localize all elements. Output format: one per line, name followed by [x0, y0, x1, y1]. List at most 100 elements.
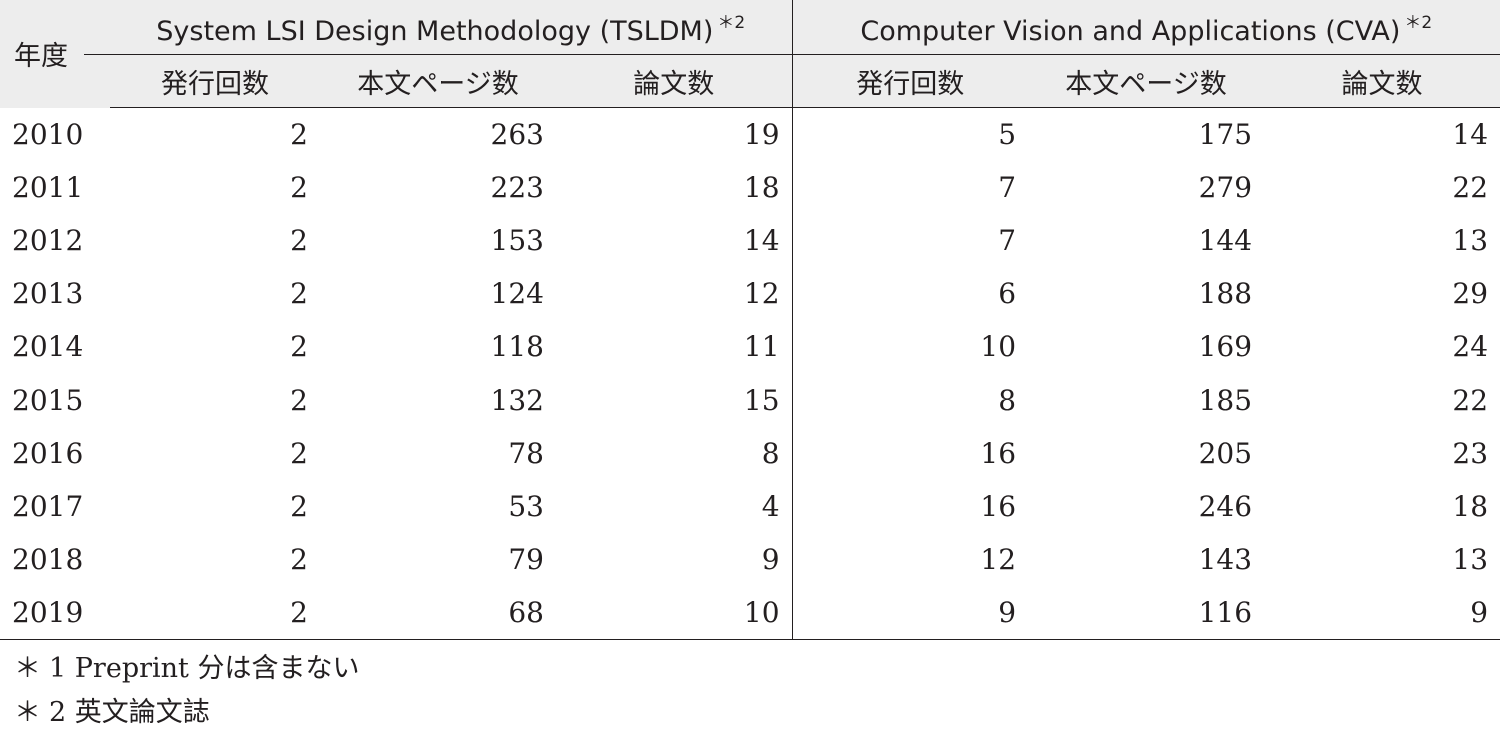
table-row: 2019 2 68 10 9 116 9: [0, 585, 1500, 640]
footnote-1-text: 1 Preprint 分は含まない: [49, 653, 360, 684]
tsldm-pages-cell: 53: [508, 489, 544, 523]
footnote-2-text: 2 英文論文誌: [49, 697, 210, 728]
year-cell: 2018: [12, 542, 84, 576]
year-header-rule: [84, 54, 110, 55]
footnote-1: ＊ 1 Preprint 分は含まない: [14, 646, 359, 685]
cva-issues-cell: 9: [792, 585, 1029, 640]
tsldm-pages-cell: 263: [490, 118, 544, 152]
tsldm-issues-cell: 2: [290, 542, 308, 576]
tsldm-pages-cell: 124: [490, 277, 544, 311]
tsldm-issues-cell: 2: [290, 330, 308, 364]
tsldm-issues-cell: 2: [290, 171, 308, 205]
cva-papers-cell: 23: [1452, 436, 1489, 470]
footnote-2-mark: ＊: [14, 697, 41, 728]
tsldm-issues-cell: 2: [290, 436, 308, 470]
cva-issues-cell: 12: [980, 542, 1017, 576]
cva-papers-cell: 24: [1452, 330, 1489, 364]
year-cell: 2014: [12, 330, 84, 364]
footnote-1-mark: ＊: [14, 653, 41, 684]
tsldm-pages-cell: 153: [490, 224, 544, 258]
cva-issues-cell: 16: [980, 436, 1017, 470]
year-cell: 2015: [12, 383, 84, 417]
year-cell: 2013: [12, 277, 84, 311]
tsldm-issues-cell: 2: [290, 118, 308, 152]
cva-papers-cell: 13: [1452, 224, 1489, 258]
cva-footnote-mark: ＊2: [1404, 12, 1433, 33]
cva-pages-cell: 116: [1028, 585, 1265, 640]
table-row: 2012 2 153 14 7 144 13: [0, 214, 1500, 268]
tsldm-pages-cell: 223: [490, 171, 544, 205]
cva-papers-cell: 14: [1452, 118, 1489, 152]
cva-pages-cell: 185: [1198, 383, 1253, 417]
cva-pages-cell: 143: [1198, 542, 1253, 576]
cva-issues-cell: 10: [980, 330, 1017, 364]
sub-header-row: 発行回数 本文ページ数 論文数 発行回数 本文ページ数 論文数: [0, 54, 1500, 108]
cva-pages-cell: 144: [1198, 224, 1253, 258]
tsldm-papers-cell: 18: [556, 161, 793, 215]
cva-papers-cell: 29: [1452, 277, 1489, 311]
tsldm-pages-cell: 118: [490, 330, 544, 364]
cva-issues-cell: 6: [998, 277, 1017, 311]
year-cell: 2019: [0, 585, 110, 640]
footnote-2: ＊ 2 英文論文誌: [14, 690, 210, 729]
cva-group-label: Computer Vision and Applications (CVA): [860, 15, 1401, 47]
cva-issues-cell: 7: [998, 224, 1017, 258]
tsldm-papers-cell: 11: [556, 320, 793, 374]
tsldm-issues-cell: 2: [290, 224, 308, 258]
cva-papers-cell: 18: [1452, 489, 1489, 523]
cva-pages-cell: 188: [1198, 277, 1253, 311]
publication-table: 年度 System LSI Design Methodology (TSLDM)…: [0, 0, 1500, 640]
publication-table-wrapper: 年度 System LSI Design Methodology (TSLDM)…: [0, 0, 1500, 640]
table-row: 2010 2 263 19 5 175 14: [0, 107, 1500, 162]
tsldm-papers-cell: 9: [556, 532, 793, 586]
tsldm-issues-cell: 2: [290, 277, 308, 311]
table-row: 2016 2 78 8 16 205 23: [0, 426, 1500, 480]
tsldm-pages-header: 本文ページ数: [320, 54, 556, 108]
table-row: 2017 2 53 4 16 246 18: [0, 479, 1500, 533]
tsldm-papers-cell: 14: [556, 214, 793, 268]
tsldm-papers-cell: 12: [556, 267, 793, 321]
cva-pages-cell: 205: [1198, 436, 1253, 470]
year-cell: 2010: [12, 117, 84, 151]
cva-papers-cell: 22: [1452, 383, 1489, 417]
cva-issues-cell: 8: [998, 383, 1017, 417]
cva-pages-header: 本文ページ数: [1028, 54, 1265, 108]
year-cell: 2011: [12, 171, 84, 205]
year-cell: 2017: [12, 489, 84, 523]
tsldm-issues-cell: 2: [110, 585, 320, 640]
cva-issues-header: 発行回数: [792, 54, 1029, 108]
table-body: 2010 2 263 19 5 175 14 2011 2 223 18 7 2…: [0, 107, 1500, 640]
tsldm-papers-cell: 10: [556, 585, 793, 640]
tsldm-group-label: System LSI Design Methodology (TSLDM): [156, 15, 714, 47]
cva-group-header: Computer Vision and Applications (CVA) ＊2: [792, 0, 1500, 55]
tsldm-pages-cell: 79: [508, 542, 544, 576]
tsldm-papers-cell: 19: [556, 107, 793, 162]
cva-papers-header: 論文数: [1264, 54, 1500, 108]
table-row: 2011 2 223 18 7 279 22: [0, 161, 1500, 215]
year-cell: 2016: [12, 436, 84, 470]
cva-pages-cell: 169: [1198, 330, 1253, 364]
tsldm-issues-cell: 2: [290, 383, 308, 417]
year-column-header: 年度: [14, 41, 68, 73]
cva-papers-cell: 22: [1452, 171, 1489, 205]
tsldm-pages-cell: 78: [508, 436, 544, 470]
cva-pages-cell: 175: [1198, 118, 1253, 152]
tsldm-footnote-mark: ＊2: [717, 12, 746, 33]
tsldm-pages-cell: 68: [320, 585, 556, 640]
tsldm-issues-cell: 2: [290, 489, 308, 523]
cva-pages-cell: 246: [1198, 489, 1253, 523]
cva-issues-cell: 5: [998, 118, 1017, 152]
group-header-row: 年度 System LSI Design Methodology (TSLDM)…: [0, 0, 1500, 72]
tsldm-papers-cell: 4: [556, 479, 793, 533]
cva-issues-cell: 7: [998, 171, 1017, 205]
tsldm-pages-cell: 132: [490, 383, 544, 417]
tsldm-group-header: System LSI Design Methodology (TSLDM) ＊2: [110, 0, 793, 55]
table-row: 2013 2 124 12 6 188 29: [0, 267, 1500, 321]
cva-papers-cell: 13: [1452, 542, 1489, 576]
tsldm-papers-cell: 8: [556, 426, 793, 480]
year-cell: 2012: [12, 224, 84, 258]
table-row: 2015 2 132 15 8 185 22: [0, 373, 1500, 427]
cva-pages-cell: 279: [1198, 171, 1253, 205]
tsldm-papers-cell: 15: [556, 373, 793, 427]
cva-papers-cell: 9: [1264, 585, 1500, 640]
